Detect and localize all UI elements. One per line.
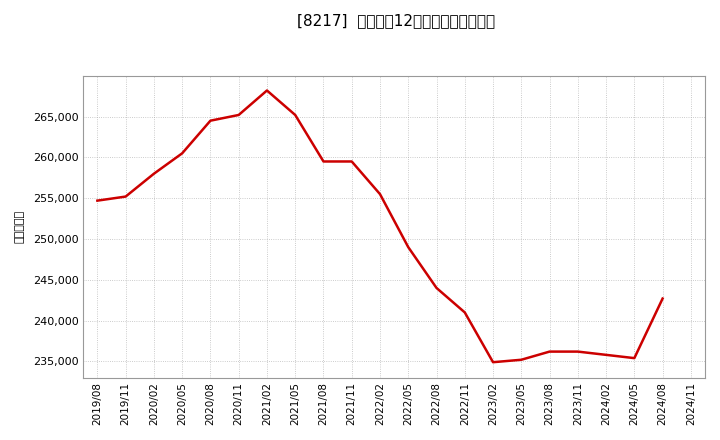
Text: [8217]  売上高の12か月移動合計の推移: [8217] 売上高の12か月移動合計の推移 [297, 13, 495, 28]
Y-axis label: （百万円）: （百万円） [15, 210, 25, 243]
